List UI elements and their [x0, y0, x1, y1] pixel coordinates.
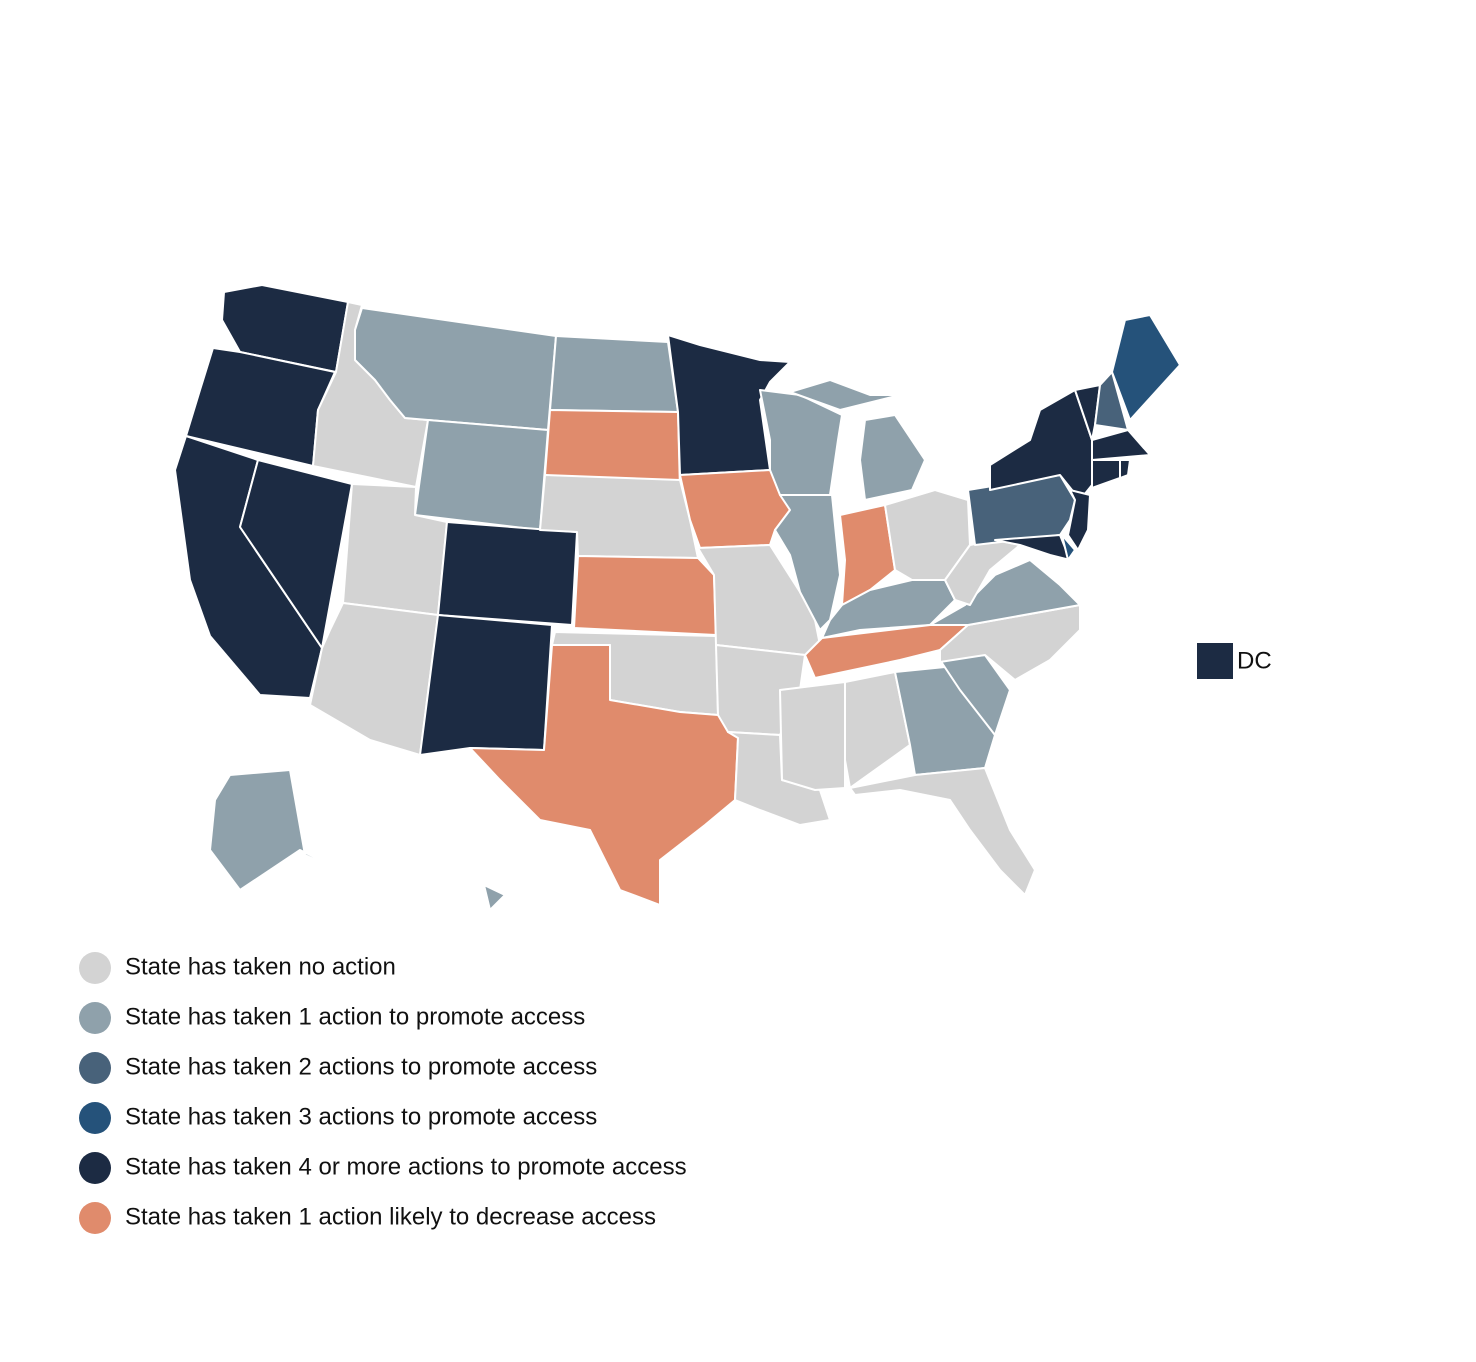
state [1111, 314, 1181, 421]
legend-swatch [79, 1002, 111, 1034]
state [849, 767, 1036, 896]
states [174, 284, 1181, 911]
legend-label: State has taken no action [125, 953, 396, 980]
legend-swatch [79, 1202, 111, 1234]
state [483, 884, 506, 911]
state [1091, 429, 1151, 461]
state [414, 419, 549, 531]
state [549, 335, 679, 413]
legend: State has taken no action State has taken… [79, 952, 687, 1234]
state [1067, 489, 1091, 551]
dc-marker [1197, 643, 1233, 679]
legend-swatch [79, 1152, 111, 1184]
state [844, 671, 911, 789]
legend-label: State has taken 1 action to promote acce… [125, 1003, 585, 1030]
legend-swatch [79, 952, 111, 984]
legend-label: State has taken 1 action likely to decre… [125, 1203, 656, 1230]
state [573, 555, 717, 636]
state [1119, 459, 1131, 479]
legend-label: State has taken 2 actions to promote acc… [125, 1053, 597, 1080]
state [209, 769, 371, 891]
legend-swatch [79, 1052, 111, 1084]
state [469, 644, 739, 906]
state [419, 614, 553, 756]
legend-label: State has taken 4 or more actions to pro… [125, 1153, 687, 1180]
state [1061, 534, 1076, 561]
state [994, 534, 1071, 561]
legend-label: State has taken 3 actions to promote acc… [125, 1103, 597, 1130]
state [789, 379, 901, 411]
state [821, 579, 956, 639]
state [779, 681, 846, 791]
state [1091, 459, 1121, 489]
legend-swatch [79, 1102, 111, 1134]
state [859, 414, 926, 501]
state [774, 494, 841, 631]
state [309, 602, 439, 756]
state [437, 521, 578, 626]
state [667, 334, 791, 476]
state [679, 469, 791, 549]
dc-label: DC [1237, 647, 1272, 674]
